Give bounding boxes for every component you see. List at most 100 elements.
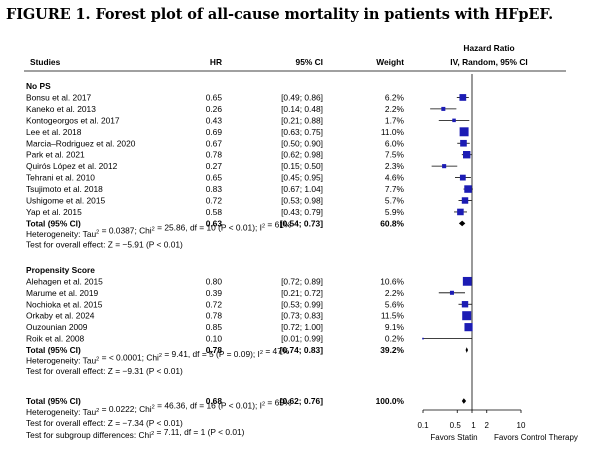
study-weight-g0-s10: 5.9% bbox=[385, 207, 405, 217]
study-hr-g0-s4: 0.67 bbox=[206, 138, 223, 148]
study-hr-g1-s3: 0.78 bbox=[206, 311, 223, 321]
overall-total-hr: 0.68 bbox=[206, 396, 223, 406]
x-tick-label-2: 1 bbox=[471, 421, 476, 430]
column-header-hr: HR bbox=[210, 57, 222, 67]
plot-header-method: IV, Random, 95% CI bbox=[450, 57, 527, 67]
study-ci-g0-s7: [0.45; 0.95] bbox=[281, 173, 323, 183]
group-total-hr-1: 0.78 bbox=[206, 345, 223, 355]
weight-square-g1-s0 bbox=[462, 276, 472, 286]
study-ci-g0-s10: [0.43; 0.79] bbox=[281, 207, 323, 217]
weight-square-g0-s6 bbox=[442, 164, 447, 169]
study-name-g0-s0: Bonsu et al. 2017 bbox=[26, 92, 92, 102]
study-hr-g0-s10: 0.58 bbox=[206, 207, 223, 217]
group-overall-effect-1: Test for overall effect: Z = −9.31 (P < … bbox=[26, 366, 183, 376]
group-total-ci-0: [0.54; 0.73] bbox=[280, 218, 324, 228]
weight-square-g1-s3 bbox=[462, 311, 472, 321]
column-header-ci: 95% CI bbox=[296, 57, 323, 67]
overall-total-label: Total (95% CI) bbox=[26, 396, 81, 406]
group-overall-effect-0: Test for overall effect: Z = −5.91 (P < … bbox=[26, 239, 183, 249]
group-title-1: Propensity Score bbox=[26, 265, 95, 275]
study-hr-g0-s8: 0.83 bbox=[206, 184, 223, 194]
study-hr-g1-s5: 0.10 bbox=[206, 334, 223, 344]
overall-heterogeneity: Heterogeneity: Tau2 = 0.0222; Chi2 = 46.… bbox=[26, 397, 292, 417]
study-name-g0-s4: Marcia–Rodriguez et al. 2020 bbox=[26, 138, 136, 148]
group-total-hr-0: 0.63 bbox=[206, 218, 223, 228]
x-tick-label-3: 2 bbox=[485, 421, 490, 430]
study-name-g0-s1: Kaneko et al. 2013 bbox=[26, 104, 96, 114]
study-weight-g1-s1: 2.2% bbox=[385, 288, 405, 298]
group-title-0: No PS bbox=[26, 81, 51, 91]
study-ci-g1-s0: [0.72; 0.89] bbox=[281, 276, 323, 286]
weight-square-g0-s10 bbox=[457, 208, 464, 216]
x-tick-label-1: 0.5 bbox=[450, 421, 462, 430]
weight-square-g0-s8 bbox=[464, 185, 472, 193]
weight-square-g0-s9 bbox=[461, 197, 469, 204]
weight-square-g1-s4 bbox=[464, 323, 473, 332]
weight-square-g0-s7 bbox=[459, 174, 466, 181]
study-hr-g0-s9: 0.72 bbox=[206, 196, 223, 206]
group-total-weight-1: 39.2% bbox=[380, 345, 404, 355]
group-total-label-1: Total (95% CI) bbox=[26, 345, 81, 355]
group-heterogeneity-0: Heterogeneity: Tau2 = 0.0387; Chi2 = 25.… bbox=[26, 219, 292, 239]
study-ci-g0-s2: [0.21; 0.88] bbox=[281, 115, 323, 125]
axis-label-favors-control: Favors Control Therapy bbox=[494, 433, 578, 442]
study-hr-g0-s6: 0.27 bbox=[206, 161, 223, 171]
study-name-g0-s3: Lee et al. 2018 bbox=[26, 127, 82, 137]
study-hr-g1-s0: 0.80 bbox=[206, 276, 223, 286]
study-name-g1-s2: Nochioka et al. 2015 bbox=[26, 299, 103, 309]
figure-title: FIGURE 1. Forest plot of all-cause morta… bbox=[6, 6, 554, 23]
study-name-g1-s3: Orkaby et al. 2024 bbox=[26, 311, 95, 321]
study-name-g0-s6: Quirós López et al. 2012 bbox=[26, 161, 118, 171]
weight-square-g0-s4 bbox=[460, 139, 467, 147]
weight-square-g0-s1 bbox=[441, 106, 446, 111]
study-ci-g0-s0: [0.49; 0.86] bbox=[281, 92, 323, 102]
study-hr-g1-s2: 0.72 bbox=[206, 299, 223, 309]
study-name-g1-s5: Roik et al. 2008 bbox=[26, 334, 85, 344]
plot-header-hazard-ratio: Hazard Ratio bbox=[463, 43, 514, 53]
study-ci-g1-s5: [0.01; 0.99] bbox=[281, 334, 323, 344]
x-tick-label-4: 10 bbox=[517, 421, 526, 430]
study-weight-g0-s6: 2.3% bbox=[385, 161, 405, 171]
study-ci-g0-s1: [0.14; 0.48] bbox=[281, 104, 323, 114]
study-name-g0-s9: Ushigome et al. 2015 bbox=[26, 196, 105, 206]
group-total-diamond-1 bbox=[465, 347, 469, 353]
study-ci-g0-s8: [0.67; 1.04] bbox=[281, 184, 323, 194]
axis-label-favors-statin: Favors Statin bbox=[430, 433, 477, 442]
study-weight-g0-s7: 4.6% bbox=[385, 173, 405, 183]
weight-square-g0-s5 bbox=[463, 151, 471, 159]
study-ci-g0-s3: [0.63; 0.75] bbox=[281, 127, 323, 137]
study-ci-g0-s4: [0.50; 0.90] bbox=[281, 138, 323, 148]
weight-square-g0-s0 bbox=[459, 94, 467, 101]
study-weight-g0-s0: 6.2% bbox=[385, 92, 405, 102]
study-weight-g1-s0: 10.6% bbox=[380, 276, 404, 286]
group-total-weight-0: 60.8% bbox=[380, 218, 404, 228]
overall-total-diamond bbox=[461, 398, 467, 404]
column-header-weight: Weight bbox=[376, 57, 404, 67]
study-weight-g0-s1: 2.2% bbox=[385, 104, 405, 114]
study-name-g1-s0: Alehagen et al. 2015 bbox=[26, 276, 103, 286]
overall-total-ci: [0.62; 0.76] bbox=[280, 396, 324, 406]
study-weight-g1-s3: 11.5% bbox=[381, 311, 405, 321]
group-total-label-0: Total (95% CI) bbox=[26, 218, 81, 228]
study-weight-g0-s5: 7.5% bbox=[385, 150, 405, 160]
study-ci-g1-s3: [0.73; 0.83] bbox=[281, 311, 323, 321]
weight-square-g1-s1 bbox=[449, 290, 454, 295]
study-ci-g1-s2: [0.53; 0.99] bbox=[281, 299, 323, 309]
study-weight-g1-s4: 9.1% bbox=[385, 322, 405, 332]
study-hr-g0-s1: 0.26 bbox=[206, 104, 223, 114]
study-hr-g0-s5: 0.78 bbox=[206, 150, 223, 160]
weight-square-g1-s5 bbox=[422, 337, 424, 340]
study-hr-g0-s0: 0.65 bbox=[206, 92, 223, 102]
study-ci-g0-s6: [0.15; 0.50] bbox=[281, 161, 323, 171]
study-hr-g0-s3: 0.69 bbox=[206, 127, 223, 137]
study-ci-g0-s9: [0.53; 0.98] bbox=[281, 196, 323, 206]
study-hr-g0-s7: 0.65 bbox=[206, 173, 223, 183]
weight-square-g0-s2 bbox=[452, 118, 456, 123]
study-weight-g0-s8: 7.7% bbox=[385, 184, 405, 194]
study-hr-g0-s2: 0.43 bbox=[206, 115, 223, 125]
study-weight-g0-s3: 11.0% bbox=[381, 127, 405, 137]
overall-total-weight: 100.0% bbox=[376, 396, 405, 406]
study-name-g0-s7: Tehrani et al. 2010 bbox=[26, 173, 95, 183]
study-weight-g0-s9: 5.7% bbox=[385, 196, 405, 206]
